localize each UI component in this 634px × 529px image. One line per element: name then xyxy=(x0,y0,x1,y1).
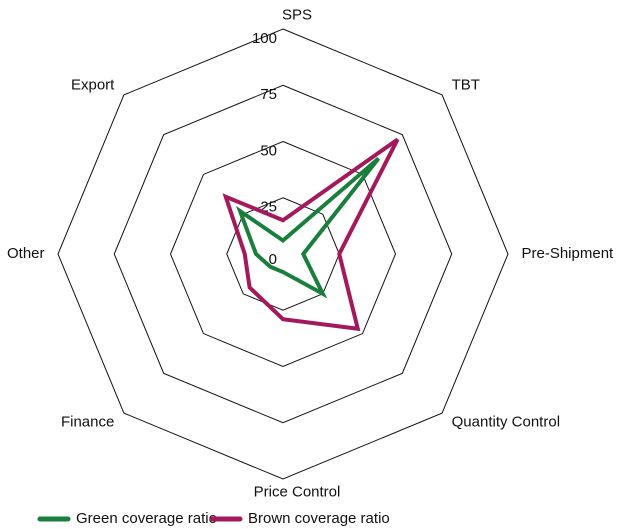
axis-label: Price Control xyxy=(254,483,341,500)
axis-label: Quantity Control xyxy=(452,414,560,431)
axis-label: SPS xyxy=(282,6,312,23)
grid-ring xyxy=(57,28,509,480)
axis-label: Other xyxy=(7,245,45,262)
grid-ring xyxy=(113,84,453,424)
r-tick-label: 0 xyxy=(269,251,277,268)
grid-ring xyxy=(169,140,397,368)
r-tick-label: 100 xyxy=(252,30,277,47)
axis-label: Export xyxy=(71,76,115,93)
series-line xyxy=(235,157,381,299)
series-line xyxy=(222,137,400,332)
axis-label: Finance xyxy=(61,414,114,431)
axis-label: Pre-Shipment xyxy=(522,245,615,262)
legend-label: Green coverage ratio xyxy=(76,510,217,527)
axis-label: TBT xyxy=(452,76,480,93)
r-tick-label: 75 xyxy=(260,86,277,103)
legend-label: Brown coverage ratio xyxy=(248,510,390,527)
r-tick-label: 50 xyxy=(260,142,277,159)
